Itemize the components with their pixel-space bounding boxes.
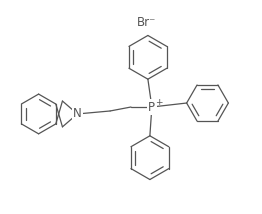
Text: Br⁻: Br⁻ bbox=[137, 16, 157, 29]
Text: +: + bbox=[155, 98, 162, 107]
Text: P: P bbox=[148, 101, 155, 113]
Text: N: N bbox=[73, 107, 82, 120]
